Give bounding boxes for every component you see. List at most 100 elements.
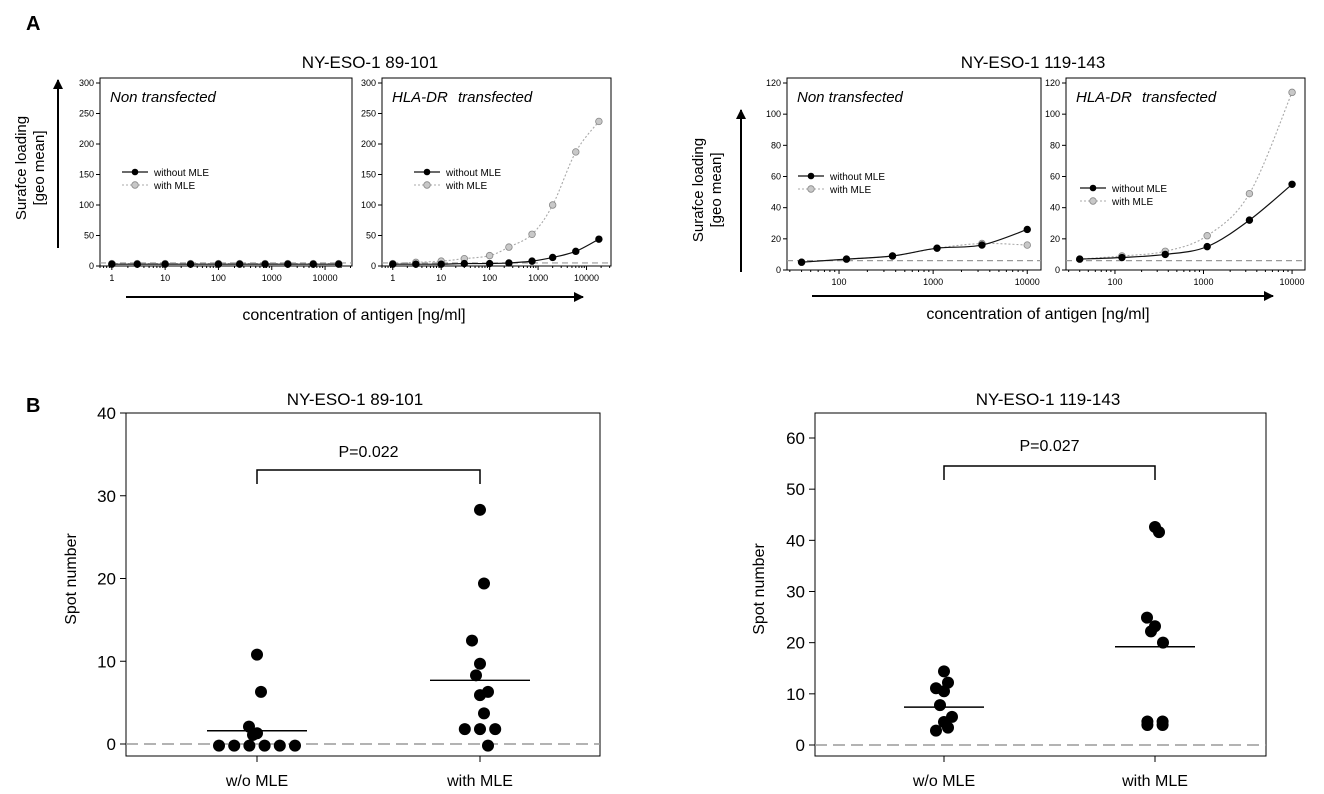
chart-a1-sub1-with-mle-point [595, 117, 603, 126]
chart-b1-wo-mle-point [255, 685, 267, 698]
chart-a1-sub1-xtick-label: 10 [436, 273, 446, 283]
chart-b1-with-mle-point [470, 669, 482, 682]
chart-b2-with-mle-point [1141, 611, 1153, 624]
chart-b2-ytick-label: 20 [786, 634, 805, 653]
chart-a2-sub0-ytick-label: 80 [771, 140, 781, 150]
chart-a2-sub0-legend-without-label: without MLE [829, 172, 885, 183]
chart-a2-sub1-xtick-label: 1000 [1193, 277, 1213, 287]
chart-b2-frame [814, 412, 1267, 757]
chart-a1-sub0-ytick-label: 50 [84, 231, 94, 241]
chart-a1-sub1-legend-with-marker [423, 181, 431, 189]
chart-b1-wo-mle-point [228, 739, 241, 752]
chart-a2-subpanel-hla-dr-transfected: 0 20 40 60 80 100 120 100 1000 10000 HLA-DR transf… [1045, 77, 1306, 287]
chart-a2-sub0-without-mle-point [797, 258, 806, 266]
chart-a1-sub0-legend-with-label: with MLE [153, 181, 195, 192]
chart-a1-sub1-ytick-label: 50 [366, 231, 376, 241]
chart-a1-sub1-ytick-label: 300 [361, 78, 376, 88]
chart-a1-sub0-xtick-label: 1000 [262, 273, 282, 283]
chart-b1-with-mle-point [478, 577, 490, 590]
chart-b2-wo-mle-point [938, 685, 950, 698]
chart-a1-sub0-ytick-label: 250 [79, 109, 94, 119]
chart-b1-with-mle-point [474, 723, 486, 736]
chart-a1-ylabel-line1: Surafce loading [13, 116, 30, 220]
chart-a1-title: NY-ESO-1 89-101 [302, 53, 438, 72]
chart-a2-sub1-with-mle-line [1079, 92, 1293, 260]
chart-b1-frame [125, 412, 601, 757]
chart-a2-sub0-ytick-label: 40 [771, 203, 781, 213]
chart-a1-sub1-label-hla: HLA-DR [392, 89, 448, 106]
chart-a1-xlabel: concentration of antigen [ng/ml] [242, 307, 465, 324]
chart-a1-sub0-xtick-label: 10000 [313, 273, 338, 283]
chart-a1-sub1-xtick-label: 1000 [528, 273, 548, 283]
chart-a2-sub1-ytick-label: 120 [1045, 78, 1060, 88]
chart-a2-xlabel: concentration of antigen [ng/ml] [926, 306, 1149, 323]
chart-b2-with-mle-point [1156, 719, 1169, 732]
chart-b1-wo-mle-point [247, 728, 259, 741]
chart-a2-sub1-ytick-label: 80 [1050, 140, 1060, 150]
chart-b1-plot: 0 10 20 30 40 w/o MLE with MLE P=0.022 [97, 404, 601, 790]
chart-b1-pvalue: P=0.022 [338, 444, 398, 461]
panel-label-b: B [26, 395, 40, 417]
chart-b1-with-mle-point [478, 707, 490, 720]
chart-a2-sub1-ytick-label: 0 [1055, 265, 1060, 275]
chart-a2-sub1-legend-without-marker [1089, 184, 1097, 192]
chart-b2-ytick-label: 40 [786, 531, 805, 550]
chart-a2-ylabel-line2: [geo mean] [708, 152, 725, 227]
chart-b1-category-label: w/o MLE [225, 773, 288, 790]
chart-b2-ytick-label: 30 [786, 583, 805, 602]
chart-b2-plot: 0 10 20 30 40 50 60 w/o MLE with MLE P=0.027 [786, 412, 1267, 790]
chart-a1-sub0-without-mle-point [186, 260, 195, 268]
chart-a1-sub0-without-mle-point [261, 260, 269, 268]
chart-a2-sub0-legend-without-marker [807, 172, 815, 180]
chart-a1-sub1-without-mle-point [389, 260, 397, 268]
chart-a2-sub1-without-mle-point [1118, 253, 1126, 262]
chart-a2-sub1-without-mle-point [1245, 216, 1254, 224]
chart-a1-sub1-legend-without-label: without MLE [445, 168, 501, 179]
chart-a1-sub0-without-mle-point [284, 260, 292, 268]
chart-a1-sub0-xtick-label: 100 [211, 273, 226, 283]
chart-b2-with-mle-point [1141, 719, 1154, 732]
chart-a2-sub0-ytick-label: 100 [766, 109, 781, 119]
chart-b2-with-mle-point [1153, 526, 1165, 539]
chart-a2-sub1-ytick-label: 40 [1050, 203, 1060, 213]
chart-a2-sub0-label: Non transfected [797, 89, 904, 106]
chart-a1-sub0-legend-without-marker [131, 168, 139, 176]
chart-a2-sub0-without-mle-point [842, 255, 851, 263]
chart-a2-sub1-label-hla: HLA-DR [1076, 89, 1132, 106]
chart-a2-sub1-legend-with-marker [1089, 197, 1097, 205]
chart-a1-sub0-ytick-label: 300 [79, 78, 94, 88]
panel-label-a: A [26, 13, 40, 35]
chart-b1-with-mle-point [482, 739, 494, 752]
chart-b2-title: NY-ESO-1 119-143 [976, 390, 1121, 409]
chart-b2-ytick-label: 50 [786, 480, 805, 499]
chart-a2-sub1-xtick-label: 10000 [1280, 277, 1305, 287]
chart-a1-sub0-without-mle-point [214, 260, 223, 268]
chart-a1-sub1-with-mle-point [548, 201, 557, 209]
chart-a2-sub1-with-mle-point [1203, 232, 1211, 240]
chart-a1-sub1-without-mle-point [548, 253, 557, 262]
chart-a1-sub1-with-mle-point [485, 251, 494, 260]
chart-b1-with-mle-point [489, 723, 502, 736]
chart-a1-sub0-without-mle-point [235, 260, 244, 268]
chart-b1-wo-mle-point [289, 739, 301, 752]
chart-a2-sub1-with-mle-point [1288, 88, 1296, 97]
chart-a1-sub1-without-mle-point [595, 235, 603, 243]
chart-a1-sub1-with-mle-point [505, 243, 513, 251]
chart-b1-wo-mle-point [213, 739, 225, 752]
chart-b2-pvalue: P=0.027 [1019, 438, 1079, 455]
chart-a1-sub1-ytick-label: 0 [371, 261, 376, 271]
chart-a1-ylabel-line2: [geo mean] [31, 130, 48, 205]
chart-b1-ylabel: Spot number [63, 533, 80, 625]
chart-b2-category-label: w/o MLE [912, 773, 975, 790]
chart-b2-with-mle-point [1145, 625, 1157, 638]
chart-a2-sub0-without-mle-point [933, 244, 941, 252]
chart-a1-sub1-without-mle-point [437, 260, 445, 268]
chart-a1-sub1-xtick-label: 1 [390, 273, 395, 283]
chart-b2-ylabel: Spot number [751, 543, 768, 635]
chart-a1-subpanel-hla-dr-transfected: 0 50 100 150 200 250 300 1 10 100 1000 10000 HLA-DR … [361, 77, 612, 283]
chart-a1-sub1-without-mle-point [460, 259, 469, 268]
chart-b1-with-mle-point [466, 634, 478, 647]
chart-a1-sub0-frame [99, 77, 353, 267]
chart-a2-sub0-without-mle-point [978, 241, 986, 249]
chart-a2-sub1-ytick-label: 60 [1050, 172, 1060, 182]
